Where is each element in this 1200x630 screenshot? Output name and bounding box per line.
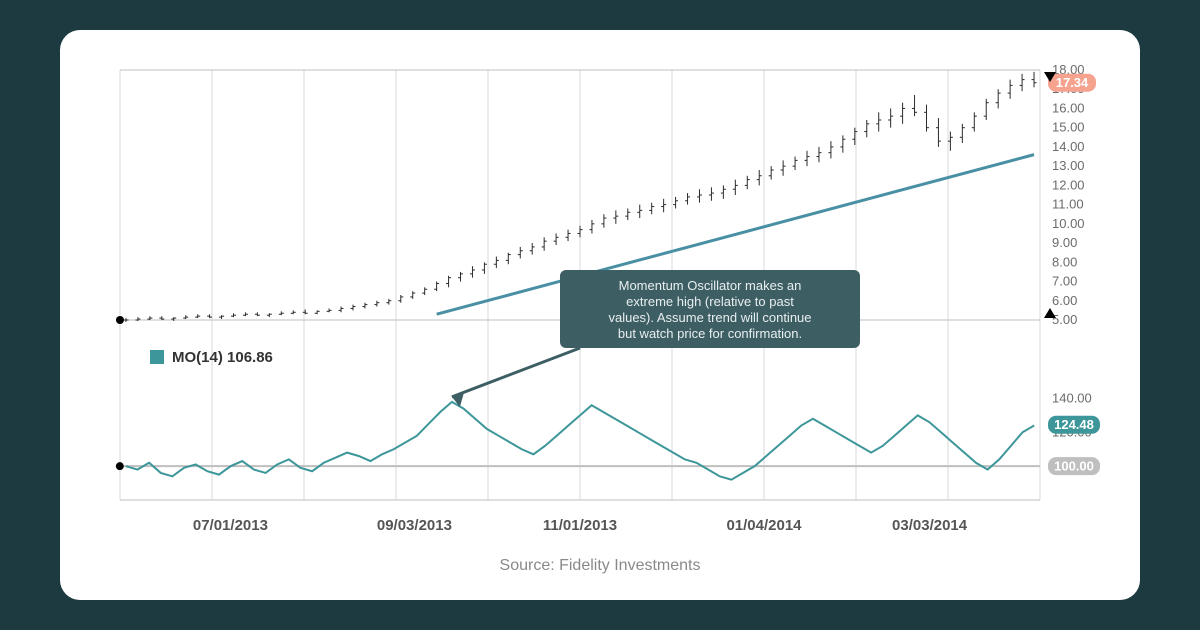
source-text: Source: Fidelity Investments	[500, 557, 701, 574]
chart-card: 5.00 6.00 7.00 8.00 9.00 10.00 11.00 12.00 13.00…	[60, 30, 1140, 600]
legend-swatch	[150, 350, 164, 364]
callout-line: values). Assume trend will continue	[608, 310, 811, 325]
legend-label: MO(14) 106.86	[172, 349, 273, 366]
price-ytick: 7.00	[1052, 274, 1077, 289]
price-ytick: 14.00	[1052, 139, 1085, 154]
price-ytick: 10.00	[1052, 216, 1085, 231]
callout-arrow	[452, 348, 580, 397]
x-axis-label: 09/03/2013	[377, 517, 452, 534]
price-ytick: 6.00	[1052, 293, 1077, 308]
mo-ytick: 140.00	[1052, 390, 1092, 405]
price-ytick: 8.00	[1052, 254, 1077, 269]
callout-line: but watch price for confirmation.	[618, 326, 802, 341]
mo-ref-value: 100.00	[1054, 459, 1094, 474]
chart-svg: 5.00 6.00 7.00 8.00 9.00 10.00 11.00 12.00 13.00…	[80, 60, 1120, 580]
callout-line: extreme high (relative to past	[626, 294, 794, 309]
x-axis-label: 11/01/2013	[543, 517, 617, 534]
price-ytick: 5.00	[1052, 312, 1077, 327]
x-axis-label: 01/04/2014	[726, 517, 802, 534]
x-axis-label: 07/01/2013	[193, 517, 268, 534]
price-ytick: 15.00	[1052, 120, 1085, 135]
x-axis-label: 03/03/2014	[892, 517, 968, 534]
price-ytick: 16.00	[1052, 100, 1085, 115]
price-ytick: 9.00	[1052, 235, 1077, 250]
price-current-value: 17.34	[1056, 75, 1089, 90]
price-ytick: 13.00	[1052, 158, 1085, 173]
mo-current-value: 124.48	[1054, 417, 1094, 432]
price-ytick: 11.00	[1052, 197, 1084, 212]
callout-line: Momentum Oscillator makes an	[619, 278, 802, 293]
chart-area: 5.00 6.00 7.00 8.00 9.00 10.00 11.00 12.00 13.00…	[80, 60, 1120, 580]
price-ytick: 12.00	[1052, 177, 1085, 192]
